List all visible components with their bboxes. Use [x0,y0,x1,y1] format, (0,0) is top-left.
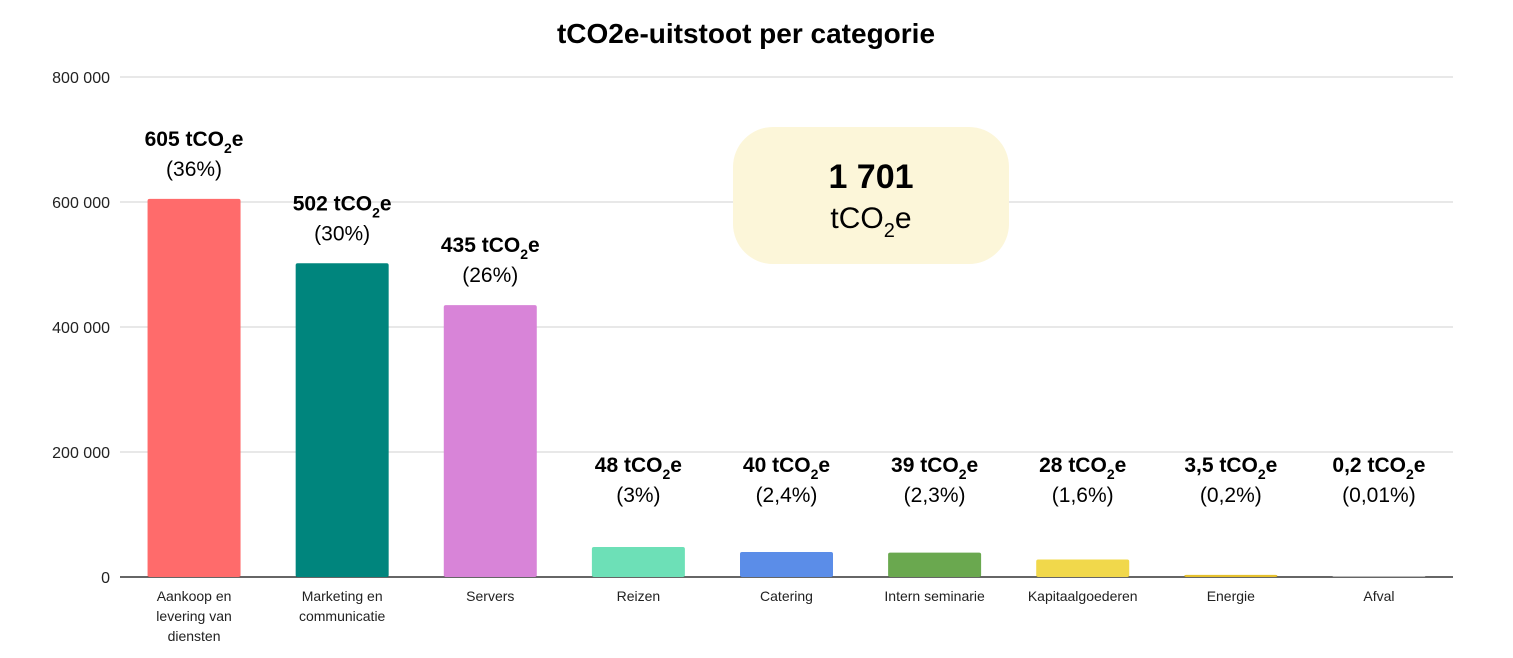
chart-title: tCO2e-uitstoot per categorie [557,18,935,49]
data-label-percent: (1,6%) [1052,484,1114,507]
data-label-value: 40 tCO2e [743,454,830,482]
x-tick-label-line: Energie [1207,588,1255,604]
data-label-percent: (36%) [166,158,222,181]
data-label: 39 tCO2e(2,3%) [891,454,978,507]
bar [443,305,537,577]
x-tick-label-line: Reizen [617,588,661,604]
x-tick-label-line: Kapitaalgoederen [1028,588,1138,604]
data-label-percent: (3%) [616,484,660,507]
x-tick-label: Catering [760,588,813,604]
data-label-percent: (26%) [462,264,518,287]
x-tick-label-line: Afval [1363,588,1394,604]
bar [1332,576,1426,577]
bar [1036,559,1130,577]
bar [740,552,833,577]
data-label: 502 tCO2e(30%) [293,192,392,245]
x-tick-label: Marketing en communicatie [299,588,386,624]
x-tick-label: Kapitaalgoederen [1028,588,1138,604]
total-callout-box [733,127,1009,264]
y-tick-label: 600 000 [52,195,110,212]
x-tick-label-line: Servers [466,588,514,604]
data-label-value: 39 tCO2e [891,454,978,482]
data-label-percent: (30%) [314,222,370,245]
data-label-percent: (2,4%) [756,484,818,507]
x-tick-label-line: Aankoop en [157,588,232,604]
bar [147,198,241,577]
data-label-value: 3,5 tCO2e [1184,454,1277,482]
data-label: 40 tCO2e(2,4%) [743,454,830,507]
bar [1184,574,1278,577]
x-tick-label: Servers [466,588,514,604]
x-tick-label: Intern seminarie [884,588,985,604]
bars [147,198,1426,577]
data-label-value: 28 tCO2e [1039,454,1126,482]
x-tick-label: Energie [1207,588,1255,604]
x-tick-label: Reizen [617,588,661,604]
y-axis-ticks: 0 200 000 400 000 600 000 800 000 [52,70,110,587]
data-label-value: 435 tCO2e [441,234,540,262]
x-tick-label-line: Catering [760,588,813,604]
data-label-percent: (2,3%) [904,484,966,507]
y-tick-label: 0 [101,570,110,587]
x-tick-label-line: levering van [156,608,232,624]
x-tick-label: Aankoop en levering van diensten [156,588,232,644]
data-label-value: 48 tCO2e [595,454,682,482]
x-tick-label-line: communicatie [299,608,386,624]
data-label-value: 502 tCO2e [293,192,392,220]
bar [295,263,389,577]
data-label: 3,5 tCO2e(0,2%) [1184,454,1277,507]
x-tick-label-line: Marketing en [302,588,383,604]
data-label-percent: (0,01%) [1342,484,1416,507]
x-tick-label-line: diensten [168,628,221,644]
y-tick-label: 400 000 [52,320,110,337]
data-label-percent: (0,2%) [1200,484,1262,507]
data-label: 435 tCO2e(26%) [441,234,540,287]
x-tick-label: Afval [1363,588,1394,604]
total-value: 1 701 [828,158,913,196]
bar [591,547,685,577]
data-label-value: 0,2 tCO2e [1332,454,1425,482]
data-label-value: 605 tCO2e [145,128,244,156]
data-label: 605 tCO2e(36%) [145,128,244,181]
bar [888,552,982,577]
x-tick-label-line: Intern seminarie [884,588,985,604]
data-label: 28 tCO2e(1,6%) [1039,454,1126,507]
x-axis-ticks: Aankoop en levering van diensten Marketing … [156,588,1394,644]
data-label: 48 tCO2e(3%) [595,454,682,507]
data-label: 0,2 tCO2e(0,01%) [1332,454,1425,507]
y-tick-label: 800 000 [52,70,110,87]
y-tick-label: 200 000 [52,445,110,462]
